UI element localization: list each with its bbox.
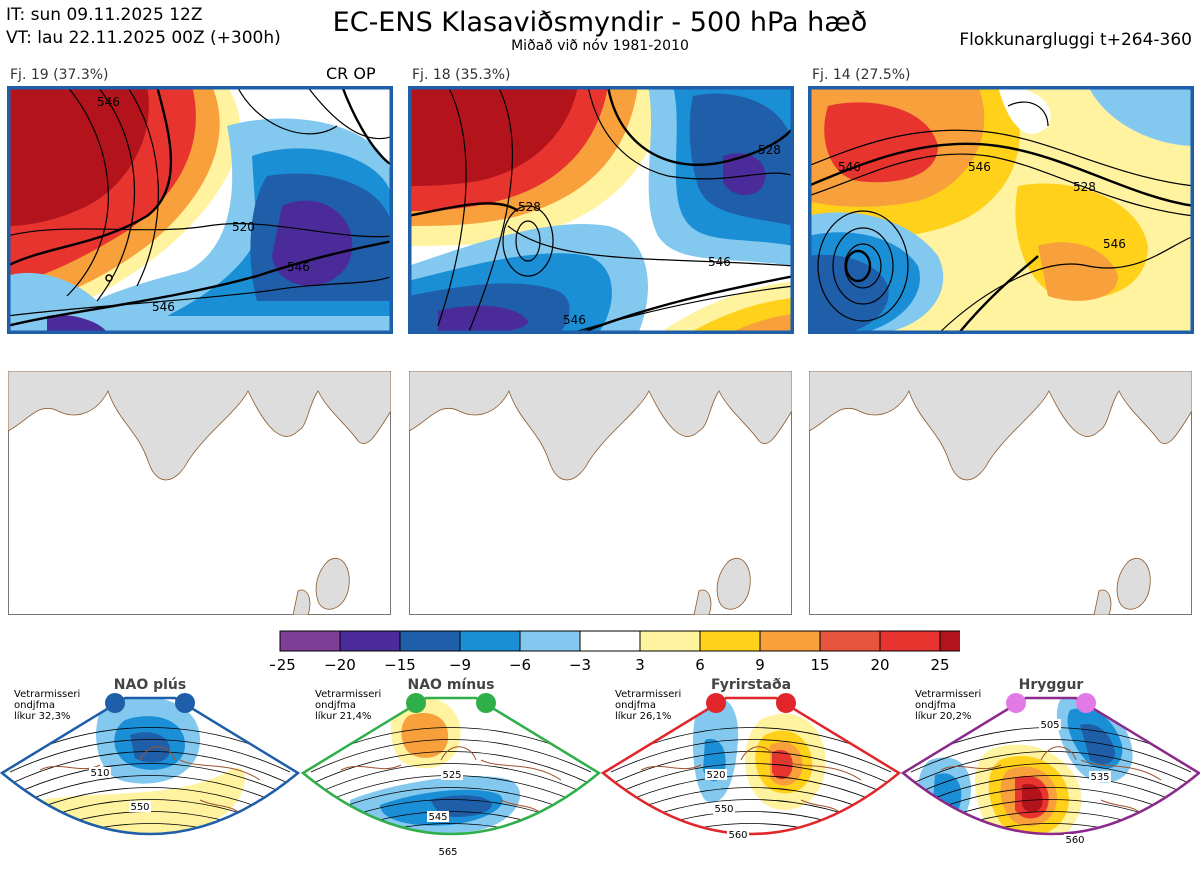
regime-text-line: ondjfma [615, 700, 656, 711]
colorbar-swatch [819, 630, 881, 652]
empty-map-1 [8, 371, 391, 615]
colorbar-swatch [879, 630, 941, 652]
regime-probability-text: Vetrarmisseri ondjfma líkur 21,4% [315, 689, 381, 722]
colorbar-tick-label: 6 [695, 656, 705, 674]
init-time: IT: sun 09.11.2025 12Z [6, 5, 203, 25]
colorbar-tick-label: 9 [755, 656, 765, 674]
cluster-1-tag: CR OP [326, 64, 376, 83]
regime-probability-text: Vetrarmisseri ondjfma líkur 20,2% [915, 689, 981, 722]
contour-label: 546 [563, 313, 586, 327]
colorbar-tick-label: 15 [810, 656, 829, 674]
valid-time: VT: lau 22.11.2025 00Z (+300h) [6, 28, 281, 48]
regime-contour-label: 560 [728, 830, 747, 841]
cluster-2-label: Fj. 18 (35.3%) [412, 67, 511, 83]
contour-label: 528 [518, 200, 541, 214]
contour-label: 546 [708, 255, 731, 269]
colorbar-tick-label: −9 [449, 656, 471, 674]
regime-text-line: ondjfma [315, 700, 356, 711]
regime-text-line: líkur 21,4% [315, 711, 372, 722]
contour-label: 520 [232, 220, 255, 234]
regime-text-line: Vetrarmisseri [915, 689, 982, 700]
regime-text-line: ondjfma [14, 700, 55, 711]
colorbar-swatch [699, 630, 761, 652]
colorbar-swatch [639, 630, 701, 652]
page-subtitle: Miðað við nóv 1981-2010 [511, 38, 689, 54]
contour-label: 546 [838, 160, 861, 174]
regime-text-line: ondjfma [915, 700, 956, 711]
colorbar-swatch [279, 630, 341, 652]
regime-text-line: líkur 32,3% [14, 711, 71, 722]
colorbar-tick-label: −3 [569, 656, 591, 674]
colorbar-tick-label: −25 [270, 656, 296, 674]
colorbar-tick-label: 3 [635, 656, 645, 674]
empty-map-3 [809, 371, 1192, 615]
contour-label: 528 [758, 143, 781, 157]
cluster-2-map: 528 528 546 546 [408, 86, 794, 334]
regime-text-line: líkur 20,2% [915, 711, 972, 722]
regime-contour-label: 550 [714, 804, 733, 815]
regime-contour-label: 560 [1065, 835, 1084, 846]
regime-contour-label: 535 [1090, 772, 1109, 783]
colorbar-swatch [939, 630, 960, 652]
regime-name: NAO mínus [407, 677, 495, 693]
colorbar-tick-label: −6 [509, 656, 531, 674]
colorbar-tick-label: −20 [324, 656, 356, 674]
regime-contour-label: 520 [706, 770, 725, 781]
regime-text-line: líkur 26,1% [615, 711, 672, 722]
contour-label: 528 [1073, 180, 1096, 194]
colorbar-swatch [399, 630, 461, 652]
regime-text-line: Vetrarmisseri [615, 689, 682, 700]
regime-contour-label: 510 [90, 768, 109, 779]
header-info: IT: sun 09.11.2025 12Z VT: lau 22.11.202… [6, 4, 281, 50]
colorbar: −25 −20 −15 −9 −6 −3 3 6 9 15 20 25 [270, 630, 960, 674]
regime-contour-label: 505 [1040, 720, 1059, 731]
contour-label: 546 [968, 160, 991, 174]
contour-label: 546 [97, 95, 120, 109]
regime-probability-text: Vetrarmisseri ondjfma líkur 26,1% [615, 689, 681, 722]
colorbar-swatch [459, 630, 521, 652]
contour-label: 546 [1103, 237, 1126, 251]
colorbar-swatch [339, 630, 401, 652]
regime-text-line: Vetrarmisseri [14, 689, 81, 700]
colorbar-tick-label: 25 [930, 656, 949, 674]
contour-label: 546 [152, 300, 175, 314]
window-label: Flokkunargluggi t+264-360 [959, 30, 1192, 50]
regime-contour-label: 565 [438, 847, 457, 858]
regime-name: NAO plús [113, 677, 187, 693]
regime-contour-label: 550 [130, 802, 149, 813]
regime-text-line: Vetrarmisseri [315, 689, 382, 700]
colorbar-swatch [759, 630, 821, 652]
cluster-3-map: 546 546 528 546 [808, 86, 1194, 334]
regime-name: Fyrirstaða [710, 677, 792, 693]
regime-contour-label: 525 [442, 770, 461, 781]
regime-name: Hryggur [1018, 677, 1084, 693]
regime-contour-label: 545 [428, 812, 447, 823]
colorbar-tick-label: −15 [384, 656, 416, 674]
colorbar-swatch [519, 630, 581, 652]
cluster-3-label: Fj. 14 (27.5%) [812, 67, 911, 83]
cluster-1-label: Fj. 19 (37.3%) [10, 67, 109, 83]
cluster-1-map: 520 546 546 546 [7, 86, 393, 334]
page-title: EC-ENS Klasaviðsmyndir - 500 hPa hæð [332, 7, 868, 38]
empty-map-2 [409, 371, 792, 615]
regime-probability-text: Vetrarmisseri ondjfma líkur 32,3% [14, 689, 80, 722]
contour-label: 546 [287, 260, 310, 274]
colorbar-swatch [579, 630, 641, 652]
colorbar-tick-label: 20 [870, 656, 889, 674]
